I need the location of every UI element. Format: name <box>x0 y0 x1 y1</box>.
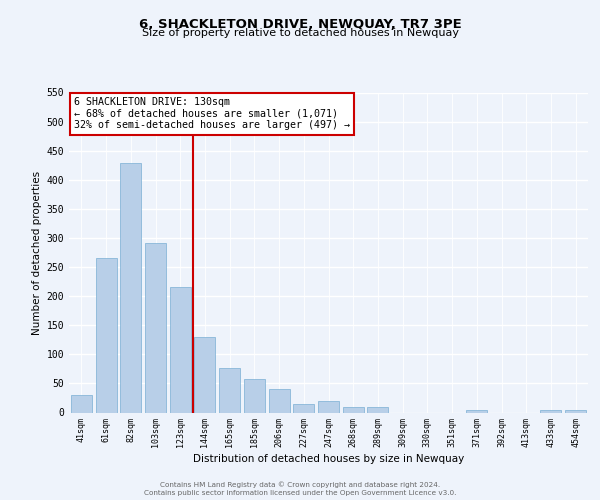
Text: 6 SHACKLETON DRIVE: 130sqm
← 68% of detached houses are smaller (1,071)
32% of s: 6 SHACKLETON DRIVE: 130sqm ← 68% of deta… <box>74 98 350 130</box>
Text: Contains public sector information licensed under the Open Government Licence v3: Contains public sector information licen… <box>144 490 456 496</box>
Bar <box>71 395 92 412</box>
Bar <box>367 406 388 412</box>
Text: Contains HM Land Registry data © Crown copyright and database right 2024.: Contains HM Land Registry data © Crown c… <box>160 481 440 488</box>
Bar <box>318 401 339 412</box>
Bar <box>541 410 562 412</box>
Bar <box>343 408 364 412</box>
Bar <box>120 164 141 412</box>
Bar <box>244 379 265 412</box>
X-axis label: Distribution of detached houses by size in Newquay: Distribution of detached houses by size … <box>193 454 464 464</box>
Bar <box>293 404 314 412</box>
Text: Size of property relative to detached houses in Newquay: Size of property relative to detached ho… <box>142 28 458 38</box>
Bar <box>219 368 240 412</box>
Bar <box>170 288 191 412</box>
Bar <box>565 410 586 412</box>
Bar <box>269 389 290 412</box>
Bar <box>95 258 116 412</box>
Bar <box>145 242 166 412</box>
Bar <box>194 337 215 412</box>
Bar <box>466 410 487 412</box>
Y-axis label: Number of detached properties: Number of detached properties <box>32 170 43 334</box>
Text: 6, SHACKLETON DRIVE, NEWQUAY, TR7 3PE: 6, SHACKLETON DRIVE, NEWQUAY, TR7 3PE <box>139 18 461 30</box>
